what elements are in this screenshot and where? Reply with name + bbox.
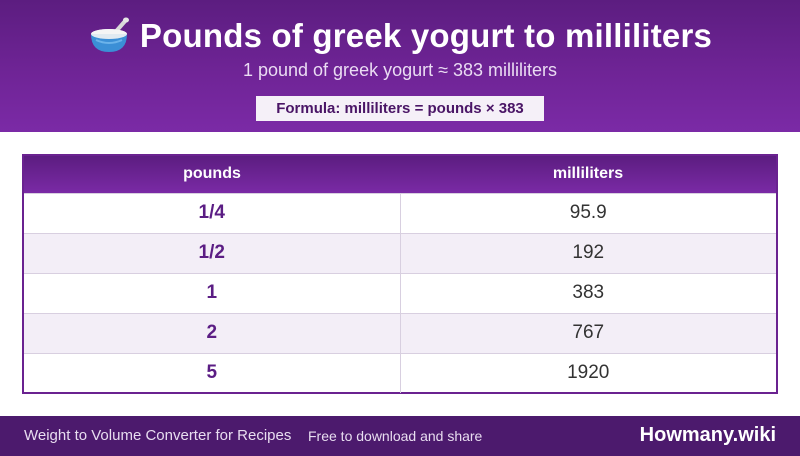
title-row: Pounds of greek yogurt to milliliters	[0, 14, 800, 58]
table-row: 5 1920	[24, 352, 776, 393]
column-header-pounds: pounds	[183, 165, 241, 183]
cell-milliliters: 383	[400, 272, 776, 313]
formula-badge: Formula: milliliters = pounds × 383	[256, 96, 544, 121]
table-row: 1 383	[24, 272, 776, 313]
cell-pounds: 1/2	[24, 232, 401, 273]
column-header-milliliters: milliliters	[552, 165, 624, 183]
cell-pounds: 2	[24, 312, 401, 353]
cell-pounds: 5	[24, 352, 401, 393]
header-banner: Pounds of greek yogurt to milliliters 1 …	[0, 0, 800, 132]
table-row: 1/2 192	[24, 232, 776, 273]
cell-milliliters: 767	[400, 312, 776, 353]
page-title: Pounds of greek yogurt to milliliters	[139, 17, 713, 54]
cell-pounds: 1/4	[24, 192, 401, 233]
page-subtitle: 1 pound of greek yogurt ≈ 383 milliliter…	[242, 60, 558, 80]
footer-share-note: Free to download and share	[308, 428, 483, 444]
table-row: 1/4 95.9	[24, 192, 776, 233]
brand-link[interactable]: Howmany.wiki	[639, 424, 776, 446]
cell-milliliters: 1920	[400, 352, 776, 393]
cell-pounds: 1	[24, 272, 401, 313]
footer-bar: Weight to Volume Converter for Recipes F…	[0, 416, 800, 456]
table-row: 2 767	[24, 312, 776, 353]
bowl-icon	[88, 16, 130, 56]
conversion-table: pounds milliliters 1/4 95.9 1/2 192 1 38…	[22, 154, 778, 394]
table-header-row: pounds milliliters	[24, 156, 776, 193]
cell-milliliters: 95.9	[400, 192, 776, 233]
footer-converter-title: Weight to Volume Converter for Recipes	[24, 427, 292, 444]
cell-milliliters: 192	[400, 232, 776, 273]
